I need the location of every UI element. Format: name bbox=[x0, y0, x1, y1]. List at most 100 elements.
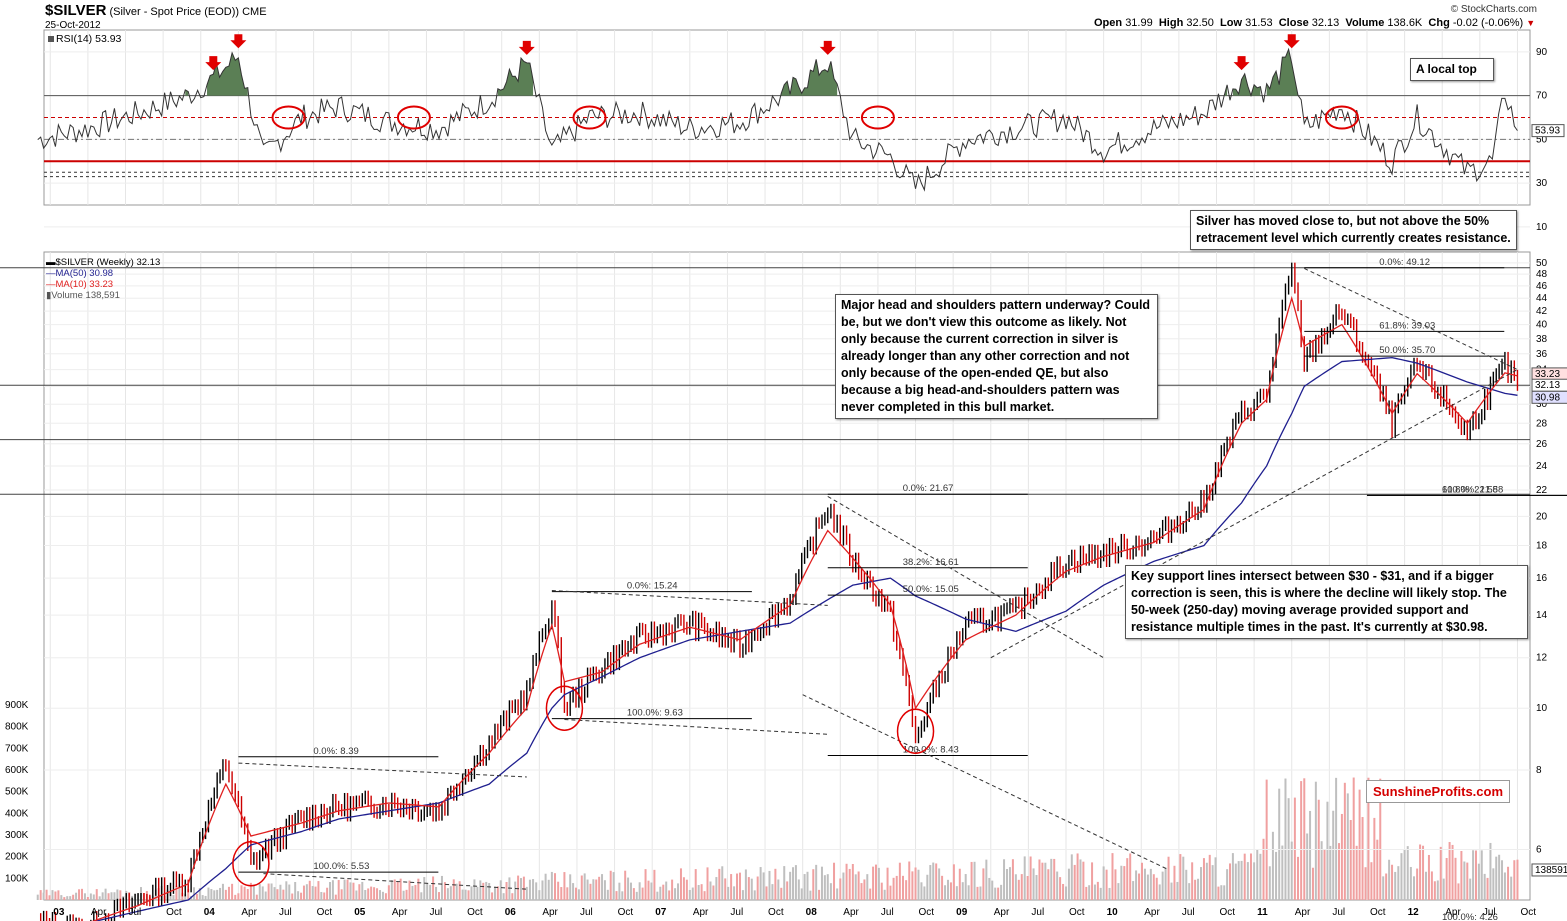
volume-tick-label: 500K bbox=[5, 787, 29, 798]
volume-bar bbox=[833, 862, 836, 900]
volume-bar bbox=[300, 892, 303, 900]
volume-bar bbox=[219, 887, 222, 900]
volume-bar bbox=[438, 892, 441, 900]
volume-bar bbox=[1314, 781, 1317, 900]
volume-bar bbox=[547, 879, 550, 900]
volume-bar bbox=[1332, 810, 1335, 900]
volume-bar bbox=[381, 891, 384, 900]
volume-bar bbox=[402, 890, 405, 900]
x-tick-label: Apr bbox=[994, 907, 1010, 918]
volume-bar bbox=[476, 886, 479, 900]
brand-logo: SunshineProfits.com bbox=[1366, 780, 1511, 803]
volume-bar bbox=[1445, 857, 1448, 900]
legend-ma50-marker-icon: — bbox=[46, 268, 56, 279]
volume-bar bbox=[1070, 854, 1073, 900]
volume-bar bbox=[98, 896, 101, 900]
volume-bar bbox=[502, 893, 505, 900]
rsi-overbought-fill bbox=[1266, 49, 1299, 96]
volume-bar bbox=[797, 879, 800, 900]
legend-volume-marker-icon: ▮ bbox=[46, 290, 52, 301]
x-tick-label: Jul bbox=[580, 907, 593, 918]
x-tick-label: 08 bbox=[806, 907, 818, 918]
volume-bar bbox=[842, 872, 845, 900]
legend-ma50: —MA(50) 30.98 bbox=[46, 268, 160, 279]
volume-bar bbox=[291, 893, 294, 900]
volume-bar bbox=[1442, 878, 1445, 900]
volume-bar bbox=[57, 890, 60, 900]
volume-bar bbox=[812, 869, 815, 900]
volume-bar bbox=[641, 887, 644, 900]
volume-bar bbox=[741, 890, 744, 900]
volume-bar bbox=[1483, 873, 1486, 900]
volume-bar bbox=[1020, 874, 1023, 900]
volume-bar bbox=[1510, 876, 1513, 900]
volume-bar bbox=[187, 889, 190, 900]
volume-bar bbox=[1451, 844, 1454, 900]
volume-bar bbox=[1338, 843, 1341, 900]
volume-bar bbox=[929, 865, 932, 900]
volume-bar bbox=[1135, 870, 1138, 900]
volume-bar bbox=[285, 881, 288, 900]
volume-bar bbox=[976, 886, 979, 900]
volume-bar bbox=[826, 874, 829, 900]
volume-bar bbox=[1088, 885, 1091, 900]
volume-bar bbox=[243, 886, 246, 900]
volume-bar bbox=[234, 894, 237, 900]
volume-bar bbox=[1424, 871, 1427, 900]
volume-bar bbox=[638, 882, 641, 900]
volume-bar bbox=[1111, 853, 1114, 900]
volume-bar bbox=[1501, 860, 1504, 900]
volume-bar bbox=[1008, 867, 1011, 900]
volume-bar bbox=[618, 882, 621, 900]
volume-bar bbox=[1397, 866, 1400, 900]
x-tick-label: Jul bbox=[1332, 907, 1345, 918]
volume-bar bbox=[520, 878, 523, 900]
volume-bar bbox=[461, 889, 464, 900]
ma50-line bbox=[93, 356, 1518, 921]
volume-bar bbox=[979, 886, 982, 900]
volume-bar bbox=[777, 879, 780, 900]
volume-bar bbox=[970, 861, 973, 900]
volume-bar bbox=[1290, 841, 1293, 900]
volume-tick-label: 400K bbox=[5, 808, 29, 819]
volume-bar bbox=[464, 889, 467, 900]
volume-bar bbox=[414, 884, 417, 900]
price-tick-label: 8 bbox=[1536, 765, 1542, 776]
volume-bar bbox=[1067, 868, 1070, 900]
volume-bar bbox=[1176, 881, 1179, 900]
rsi-value-tag-label: 53.93 bbox=[1535, 126, 1560, 137]
volume-bar bbox=[566, 887, 569, 900]
x-tick-label: Jul bbox=[1483, 907, 1496, 918]
volume-bar bbox=[736, 873, 739, 900]
volume-bar bbox=[780, 887, 783, 900]
volume-bar bbox=[337, 879, 340, 900]
volume-bar bbox=[1179, 854, 1182, 900]
volume-bar bbox=[231, 883, 234, 900]
volume-bar bbox=[946, 879, 949, 900]
x-tick-label: 03 bbox=[53, 907, 65, 918]
volume-bar bbox=[1161, 871, 1164, 900]
volume-bar bbox=[1385, 873, 1388, 900]
x-tick-label: Oct bbox=[919, 907, 935, 918]
volume-bar bbox=[753, 890, 756, 900]
volume-bar bbox=[258, 884, 261, 900]
volume-bar bbox=[818, 889, 821, 900]
volume-bar bbox=[535, 882, 538, 900]
volume-tick-label: 100K bbox=[5, 873, 29, 884]
volume-bar bbox=[1495, 856, 1498, 900]
fibonacci-label: 0.0%: 15.24 bbox=[627, 581, 678, 592]
volume-bar bbox=[399, 878, 402, 900]
volume-bar bbox=[1309, 810, 1312, 900]
high-value: 32.50 bbox=[1186, 17, 1214, 29]
volume-bar bbox=[1132, 881, 1135, 900]
fibonacci-label: 0.0%: 21.67 bbox=[903, 483, 954, 494]
volume-bar bbox=[1373, 817, 1376, 900]
volume-bar bbox=[54, 891, 57, 900]
volume-bar bbox=[113, 892, 116, 900]
volume-bar bbox=[1129, 853, 1132, 900]
volume-bar bbox=[89, 893, 92, 900]
volume-bar bbox=[563, 872, 566, 900]
volume-bar bbox=[809, 890, 812, 900]
volume-bar bbox=[674, 888, 677, 900]
volume-bar bbox=[1409, 866, 1412, 900]
